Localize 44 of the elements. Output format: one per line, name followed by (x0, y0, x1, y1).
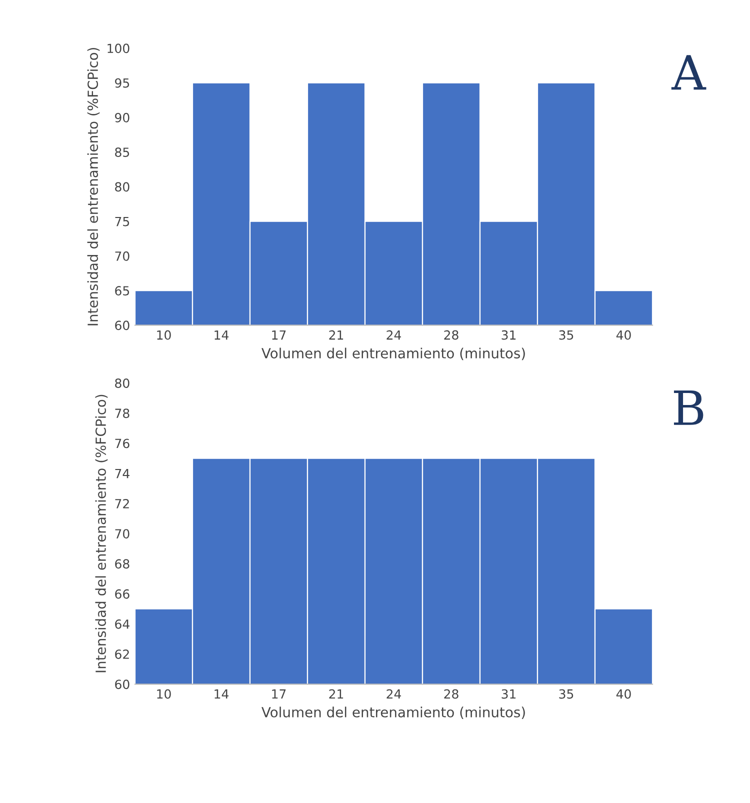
y-tick-label: 85 (115, 148, 130, 157)
y-tick-label: 80 (115, 378, 130, 388)
x-tick-label: 14 (214, 689, 228, 699)
y-tick-label: 68 (115, 559, 130, 569)
x-axis-title: Volumen del entrenamiento (minutos) (262, 348, 525, 360)
y-tick-label: 95 (115, 78, 130, 88)
y-tick-label: 64 (115, 619, 130, 629)
x-tick-label: 24 (386, 689, 401, 699)
x-tick-label: 40 (616, 330, 631, 340)
x-tick-label: 10 (157, 330, 171, 340)
y-tick-label: 74 (115, 469, 130, 478)
x-axis-title: Volumen del entrenamiento (minutos) (262, 706, 525, 720)
y-tick-label: 100 (108, 44, 130, 54)
x-tick-label: 21 (329, 689, 344, 699)
x-tick-label: 28 (444, 330, 458, 340)
x-tick-label: 35 (559, 689, 574, 699)
y-tick-label: 66 (115, 589, 130, 599)
text: B (674, 390, 704, 425)
y-tick-label: 60 (115, 320, 130, 330)
text: A (671, 55, 706, 90)
y-tick-label: 90 (115, 112, 130, 122)
x-tick-label: 35 (559, 330, 574, 340)
y-tick-label: 70 (115, 251, 130, 261)
x-tick-label: 10 (157, 689, 171, 699)
y-axis-title: Intensidad del entrenamiento (%FCPico) (87, 48, 100, 326)
y-tick-label: 70 (115, 529, 130, 539)
x-tick-label: 14 (214, 330, 228, 340)
y-tick-label: 78 (115, 408, 130, 418)
x-tick-label: 28 (444, 689, 458, 699)
x-tick-label: 40 (616, 689, 631, 699)
y-tick-label: 76 (115, 438, 130, 448)
y-axis-title: Intensidad del entrenamiento (%FCPico) (95, 394, 108, 672)
y-tick-label: 65 (115, 286, 130, 296)
y-tick-label: 80 (115, 182, 130, 192)
x-tick-label: 31 (502, 689, 516, 699)
x-tick-label: 31 (502, 330, 516, 340)
y-tick-label: 62 (115, 650, 129, 659)
y-tick-label: 72 (115, 498, 129, 508)
x-tick-label: 21 (329, 330, 344, 340)
x-tick-label: 24 (386, 330, 401, 340)
x-tick-label: 17 (272, 689, 286, 699)
y-tick-label: 60 (115, 680, 130, 690)
x-tick-label: 17 (272, 330, 286, 340)
y-tick-label: 75 (115, 216, 130, 226)
